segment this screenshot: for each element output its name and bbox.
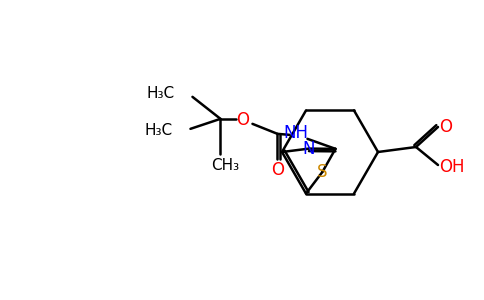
Text: NH: NH	[283, 124, 308, 142]
Text: H₃C: H₃C	[146, 86, 174, 101]
Text: O: O	[236, 111, 249, 129]
Text: N: N	[303, 140, 315, 158]
Text: S: S	[317, 163, 328, 181]
Text: H₃C: H₃C	[144, 123, 172, 138]
Text: OH: OH	[439, 158, 465, 176]
Text: O: O	[439, 118, 453, 136]
Text: O: O	[271, 161, 284, 179]
Text: CH₃: CH₃	[212, 158, 240, 173]
